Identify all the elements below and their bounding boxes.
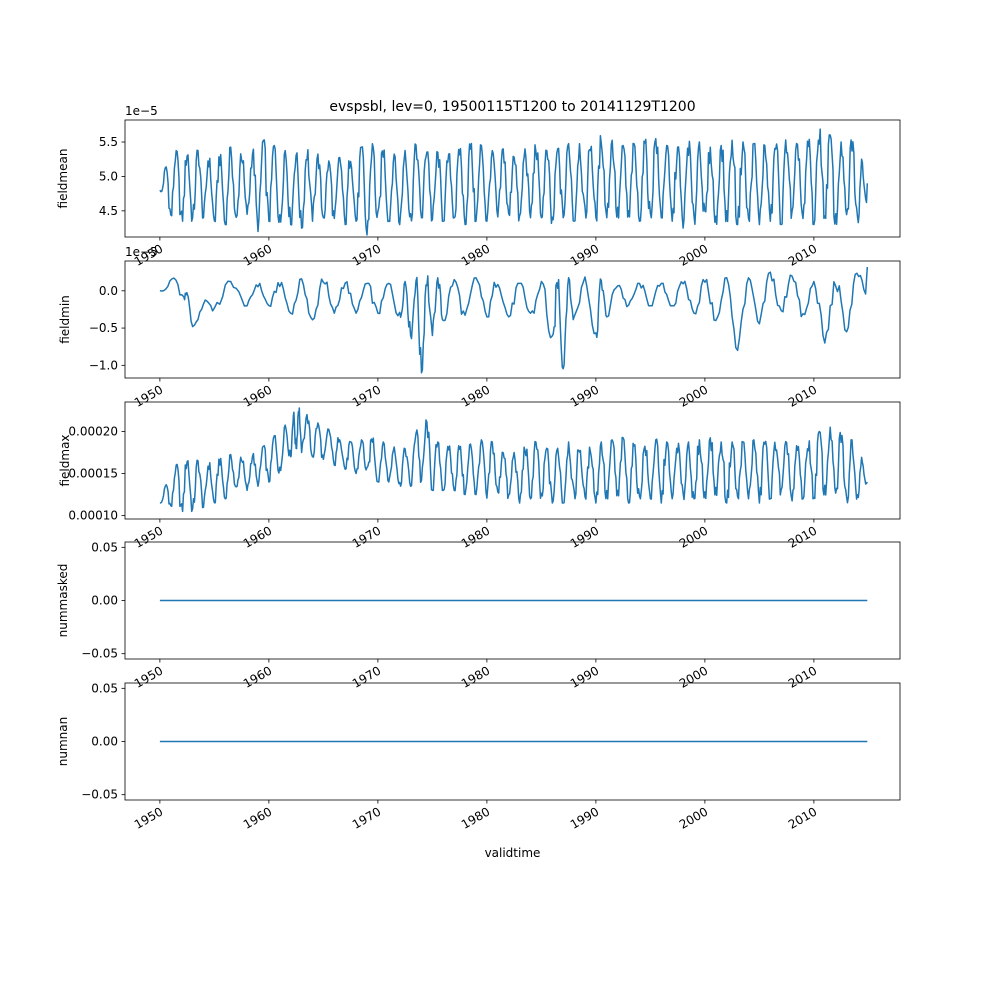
series-line-fieldmean xyxy=(159,128,869,236)
x-tick-label: 1980 xyxy=(459,804,492,831)
y-tick-label: 4.5 xyxy=(99,204,118,218)
x-tick-label: 2010 xyxy=(786,382,819,409)
x-tick-label: 1980 xyxy=(459,382,492,409)
axes-frame xyxy=(124,260,901,379)
x-tick-label: 1950 xyxy=(132,663,165,690)
x-tick-label: 2010 xyxy=(786,241,819,268)
series-line-fieldmin xyxy=(159,266,869,374)
y-tick-label: 0.00015 xyxy=(68,467,118,481)
x-tick-label: 1980 xyxy=(459,241,492,268)
x-tick-label: 1980 xyxy=(459,663,492,690)
y-tick-label: 5.5 xyxy=(99,135,118,149)
x-tick-label: 1970 xyxy=(350,241,383,268)
y-axis-label: fieldmax xyxy=(58,434,72,486)
y-tick-label: 0.00020 xyxy=(68,424,118,438)
y-offset-text: 1e−5 xyxy=(125,104,158,118)
x-tick-label: 1960 xyxy=(241,241,274,268)
axes-frame xyxy=(124,119,901,238)
y-tick-label: 5.0 xyxy=(99,169,118,183)
axes-frame xyxy=(124,401,901,520)
panel-numnan: −0.05 0.00 0.05 numnan 1950 1960 1970 1980 1990 2… xyxy=(56,681,901,832)
x-tick-label: 1970 xyxy=(350,382,383,409)
x-tick-label: 1990 xyxy=(568,804,601,831)
x-tick-label: 1950 xyxy=(132,382,165,409)
y-axis-label: nummasked xyxy=(56,564,70,638)
y-tick-label: 0.0 xyxy=(99,284,118,298)
x-axis-label: validtime xyxy=(485,846,541,860)
y-tick-label: −1.0 xyxy=(89,358,118,372)
x-tick-label: 2000 xyxy=(677,241,710,268)
y-tick-label: −0.05 xyxy=(81,647,118,661)
x-tick-label: 2010 xyxy=(786,523,819,550)
figure-title: evspsbl, lev=0, 19500115T1200 to 2014112… xyxy=(329,99,695,115)
y-axis-label: fieldmean xyxy=(56,149,70,209)
y-axis-label: fieldmin xyxy=(58,295,72,344)
x-tick-label: 2010 xyxy=(786,663,819,690)
y-tick-label: 0.00 xyxy=(91,594,118,608)
panels-group: 4.5 5.0 5.5 fieldmean 1e−5 1950 1960 1970 1980 19… xyxy=(56,104,901,832)
x-tick-label: 1990 xyxy=(568,382,601,409)
x-tick-label: 2000 xyxy=(677,804,710,831)
y-axis-label: numnan xyxy=(56,717,70,766)
x-tick-label: 1960 xyxy=(241,663,274,690)
x-tick-label: 1970 xyxy=(350,804,383,831)
x-tick-label: 1970 xyxy=(350,663,383,690)
x-tick-label: 1980 xyxy=(459,523,492,550)
y-tick-label: −0.5 xyxy=(89,321,118,335)
y-tick-label: 0.00 xyxy=(91,735,118,749)
x-tick-label: 1990 xyxy=(568,241,601,268)
series-line-fieldmax xyxy=(159,407,868,513)
x-tick-label: 1970 xyxy=(350,523,383,550)
y-tick-label: 0.05 xyxy=(91,681,118,695)
x-tick-label: 1950 xyxy=(132,804,165,831)
x-tick-label: 2000 xyxy=(677,523,710,550)
panel-nummasked: −0.05 0.00 0.05 nummasked 1950 1960 1970 1980 19… xyxy=(56,540,901,691)
y-tick-label: 0.05 xyxy=(91,540,118,554)
y-offset-text: 1e−5 xyxy=(125,245,158,259)
x-tick-label: 2000 xyxy=(677,382,710,409)
x-tick-label: 1990 xyxy=(568,523,601,550)
y-tick-label: 0.00010 xyxy=(68,509,118,523)
x-tick-label: 1960 xyxy=(241,523,274,550)
x-tick-label: 1950 xyxy=(132,523,165,550)
y-tick-label: −0.05 xyxy=(81,788,118,802)
x-tick-label: 1990 xyxy=(568,663,601,690)
x-tick-label: 2010 xyxy=(786,804,819,831)
x-tick-label: 2000 xyxy=(677,663,710,690)
x-tick-label: 1960 xyxy=(241,382,274,409)
x-tick-label: 1960 xyxy=(241,804,274,831)
panel-fieldmin: −1.0 −0.5 0.0 fieldmin 1e−5 1950 1960 1970 1980 1… xyxy=(58,245,901,410)
